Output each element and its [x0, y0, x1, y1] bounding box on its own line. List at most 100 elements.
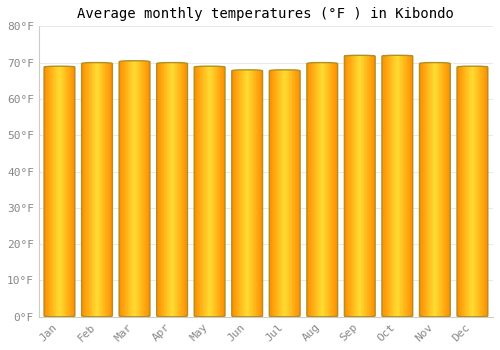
Bar	[234, 70, 235, 317]
Bar	[355, 55, 356, 317]
Bar	[307, 63, 308, 317]
Bar	[96, 63, 97, 317]
Bar	[293, 70, 294, 317]
Bar	[205, 66, 206, 317]
Bar	[440, 63, 441, 317]
Bar	[260, 70, 261, 317]
Bar	[389, 55, 390, 317]
Bar	[392, 55, 394, 317]
Bar	[60, 66, 61, 317]
Bar	[382, 55, 384, 317]
Bar	[401, 55, 402, 317]
Bar	[47, 66, 48, 317]
Bar	[461, 66, 462, 317]
Bar	[180, 63, 182, 317]
Bar	[56, 66, 57, 317]
Bar	[282, 70, 283, 317]
Bar	[82, 63, 83, 317]
Bar	[224, 66, 225, 317]
Bar	[277, 70, 278, 317]
Bar	[54, 66, 55, 317]
Bar	[184, 63, 185, 317]
Bar	[176, 63, 178, 317]
Bar	[212, 66, 214, 317]
Bar	[64, 66, 65, 317]
Bar	[142, 61, 143, 317]
Bar	[220, 66, 221, 317]
Bar	[134, 61, 136, 317]
Bar	[255, 70, 256, 317]
Bar	[310, 63, 312, 317]
Bar	[362, 55, 363, 317]
Bar	[481, 66, 482, 317]
Bar	[271, 70, 272, 317]
Bar	[195, 66, 196, 317]
Bar	[175, 63, 176, 317]
Bar	[237, 70, 238, 317]
Bar	[329, 63, 330, 317]
Bar	[111, 63, 112, 317]
Bar	[221, 66, 222, 317]
Bar	[93, 63, 94, 317]
Bar	[133, 61, 134, 317]
Bar	[424, 63, 425, 317]
Bar	[402, 55, 404, 317]
Bar	[437, 63, 438, 317]
Bar	[324, 63, 326, 317]
Bar	[246, 70, 247, 317]
Bar	[391, 55, 392, 317]
Bar	[365, 55, 366, 317]
Bar	[61, 66, 62, 317]
Bar	[363, 55, 364, 317]
Bar	[194, 66, 195, 317]
Bar	[178, 63, 179, 317]
Bar	[272, 70, 273, 317]
Bar	[238, 70, 240, 317]
Bar	[290, 70, 291, 317]
Bar	[91, 63, 92, 317]
Bar	[168, 63, 169, 317]
Bar	[276, 70, 277, 317]
Bar	[74, 66, 75, 317]
Bar	[482, 66, 483, 317]
Bar	[476, 66, 477, 317]
Bar	[399, 55, 400, 317]
Bar	[258, 70, 260, 317]
Bar	[372, 55, 373, 317]
Bar	[67, 66, 68, 317]
Bar	[55, 66, 56, 317]
Bar	[408, 55, 409, 317]
Bar	[472, 66, 473, 317]
Bar	[182, 63, 183, 317]
Bar	[477, 66, 478, 317]
Bar	[211, 66, 212, 317]
Bar	[139, 61, 140, 317]
Bar	[312, 63, 313, 317]
Bar	[108, 63, 110, 317]
Bar	[384, 55, 385, 317]
Bar	[248, 70, 250, 317]
Bar	[103, 63, 104, 317]
Bar	[143, 61, 144, 317]
Bar	[97, 63, 98, 317]
Bar	[470, 66, 471, 317]
Bar	[94, 63, 96, 317]
Bar	[323, 63, 324, 317]
Bar	[435, 63, 436, 317]
Bar	[235, 70, 236, 317]
Bar	[283, 70, 284, 317]
Bar	[236, 70, 237, 317]
Bar	[292, 70, 293, 317]
Bar	[458, 66, 460, 317]
Bar	[426, 63, 427, 317]
Bar	[202, 66, 203, 317]
Bar	[460, 66, 461, 317]
Bar	[136, 61, 137, 317]
Bar	[137, 61, 138, 317]
Bar	[317, 63, 318, 317]
Bar	[334, 63, 336, 317]
Bar	[219, 66, 220, 317]
Bar	[291, 70, 292, 317]
Bar	[209, 66, 210, 317]
Bar	[284, 70, 286, 317]
